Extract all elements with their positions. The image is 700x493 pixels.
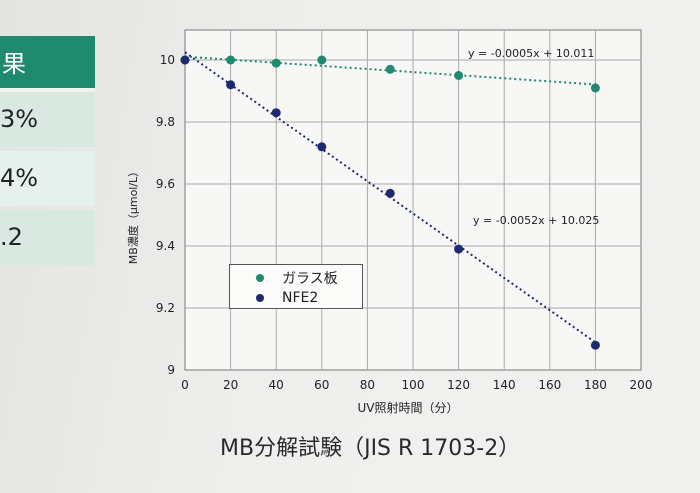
y-tick-label: 9.8 [156,115,175,129]
data-point-nfe2 [454,244,464,254]
side-table-cell: 4% [0,151,95,206]
data-point-glass [317,55,327,65]
chart-title: MB分解試験（JIS R 1703-2） [220,436,521,461]
x-axis-label: UV照射時間（分） [358,400,459,415]
data-point-glass [271,58,281,68]
side-table-cell: 3% [0,92,95,147]
data-point-nfe2 [226,80,236,90]
y-tick-label: 9.6 [156,177,175,191]
legend-item: NFE2 [256,288,362,308]
x-tick-label: 40 [269,378,284,392]
x-tick-label: 60 [314,378,329,392]
x-tick-label: 180 [584,378,607,392]
data-point-nfe2 [385,188,395,198]
legend-label-nfe2: NFE2 [282,290,319,306]
side-table-header: 果 [0,36,95,92]
data-point-glass [385,64,395,74]
data-point-nfe2 [317,142,327,152]
data-point-nfe2 [590,340,600,350]
side-table: 果 3% 4% .2 [0,36,95,269]
data-point-glass [590,83,600,93]
x-tick-label: 100 [402,378,425,392]
legend-marker-glass [256,274,264,282]
trendline-equation-nfe2: y = -0.0052x + 10.025 [473,214,600,227]
data-point-glass [454,71,464,80]
y-tick-label: 9 [167,363,175,377]
x-tick-label: 20 [223,378,238,392]
x-tick-label: 80 [360,378,375,392]
y-axis-label: MB濃度（μmol/L） [126,166,140,264]
legend-item: ガラス板 [256,268,362,288]
data-point-glass [226,55,236,65]
legend: ガラス板 NFE2 [229,264,363,309]
y-tick-label: 10 [160,53,175,67]
y-tick-label: 9.2 [156,301,175,315]
x-tick-label: 0 [181,378,189,392]
x-tick-label: 140 [493,378,516,392]
legend-label-glass: ガラス板 [282,271,338,287]
legend-marker-nfe2 [256,294,264,302]
trendline-equation-glass: y = -0.0005x + 10.011 [468,47,595,60]
x-tick-label: 160 [538,378,561,392]
data-point-nfe2 [180,55,190,65]
x-tick-label: 120 [447,378,470,392]
x-tick-label: 200 [630,378,653,392]
data-point-nfe2 [271,108,281,118]
y-tick-label: 9.4 [156,239,175,253]
side-table-cell: .2 [0,210,95,265]
